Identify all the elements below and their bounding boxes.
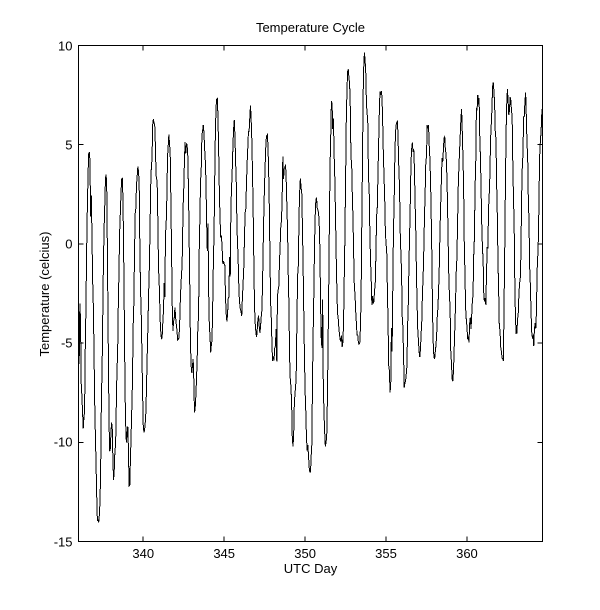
y-tick-label: -5 [60,335,73,351]
y-tick-label: 0 [65,236,73,252]
y-tick-label: 10 [58,38,73,53]
x-tick-label: 340 [132,545,155,561]
x-tick-label: 355 [375,545,397,561]
y-tick-label: 5 [65,137,73,153]
y-tick-label: -10 [53,434,73,450]
y-tick-label: -15 [53,534,73,549]
y-axis-label: Temperature (celcius) [37,231,52,356]
x-tick-label: 345 [213,545,236,561]
chart-title: Temperature Cycle [255,20,366,35]
x-axis-label: UTC Day [283,561,338,576]
temperature-line [78,52,543,524]
x-tick-label: 350 [294,545,316,561]
x-tick-label: 360 [456,545,478,561]
